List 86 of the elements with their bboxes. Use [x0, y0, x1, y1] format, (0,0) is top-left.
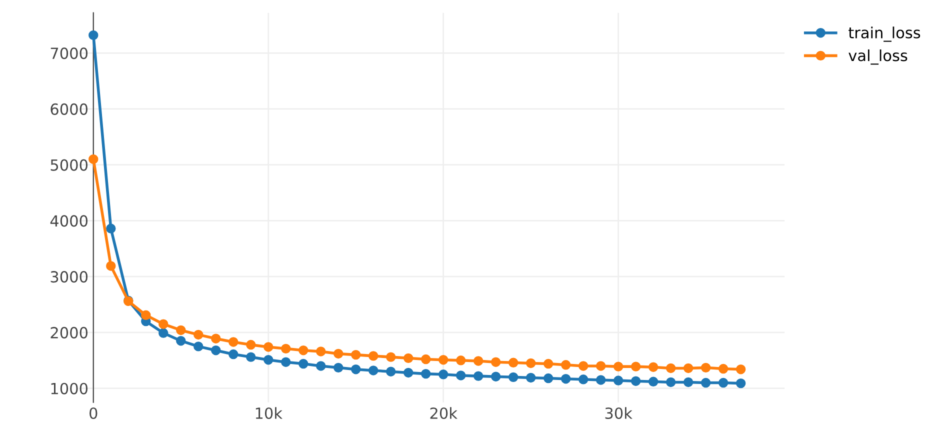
point [298, 345, 308, 356]
point [543, 358, 554, 369]
y-tick-label: 3000 [50, 271, 88, 283]
point [578, 374, 588, 384]
point [560, 360, 571, 370]
point [334, 362, 344, 373]
x-tick-label: 20k [430, 407, 458, 420]
point [176, 336, 186, 346]
point [490, 372, 501, 382]
point [508, 372, 518, 382]
point [350, 364, 361, 374]
y-tick-label: 5000 [50, 159, 88, 171]
point [298, 358, 308, 369]
point [683, 377, 694, 388]
point [194, 330, 204, 340]
point [368, 351, 378, 361]
y-tick-label: 1000 [51, 382, 88, 394]
point [264, 342, 274, 352]
point [438, 354, 448, 365]
point [683, 363, 694, 374]
point [736, 364, 746, 374]
point [473, 356, 484, 366]
point [613, 362, 624, 372]
x-tick-label: 30k [605, 407, 632, 420]
point [246, 352, 256, 362]
point [526, 358, 536, 368]
point [334, 348, 344, 359]
point [438, 370, 448, 380]
point [700, 362, 711, 373]
point [106, 261, 116, 271]
point [596, 361, 606, 371]
point [211, 345, 221, 356]
point [613, 376, 624, 386]
point [578, 361, 588, 371]
point [88, 30, 98, 40]
y-tick-label: 4000 [50, 215, 88, 227]
point [490, 357, 501, 367]
point [648, 362, 658, 372]
point [403, 353, 414, 364]
point [666, 377, 676, 388]
y-tick-label: 7000 [50, 48, 88, 60]
point [246, 340, 256, 350]
point [473, 371, 484, 381]
point [386, 366, 396, 376]
point [420, 354, 431, 364]
point [630, 376, 641, 386]
point [158, 319, 168, 329]
x-tick-label: 0 [90, 407, 98, 420]
legend-label: val_loss [848, 49, 908, 65]
point [718, 364, 728, 374]
point [386, 352, 396, 362]
point [228, 337, 238, 347]
point [158, 328, 168, 338]
point [368, 366, 378, 376]
point [316, 346, 326, 356]
point [403, 368, 414, 378]
point [420, 368, 431, 379]
point [508, 358, 518, 368]
point [596, 375, 606, 385]
point [648, 376, 658, 387]
point [630, 362, 641, 372]
point [718, 378, 728, 388]
point [456, 356, 466, 366]
point [281, 344, 291, 354]
point [736, 378, 746, 388]
point [560, 374, 571, 384]
point [211, 334, 221, 344]
point [88, 154, 98, 164]
point [194, 342, 204, 352]
point [106, 224, 116, 234]
point [543, 373, 554, 384]
y-tick-label: 2000 [50, 326, 88, 338]
point [228, 349, 238, 360]
legend-label: train_loss [848, 26, 920, 42]
y-tick-label: 6000 [50, 103, 88, 115]
point [281, 357, 291, 367]
point [456, 370, 466, 380]
point [176, 325, 186, 336]
point [316, 361, 326, 371]
point [526, 372, 536, 383]
point [700, 378, 711, 388]
point [350, 350, 361, 360]
point [141, 310, 151, 320]
point [666, 363, 676, 374]
x-tick-label: 10k [256, 407, 282, 420]
point [264, 354, 274, 365]
